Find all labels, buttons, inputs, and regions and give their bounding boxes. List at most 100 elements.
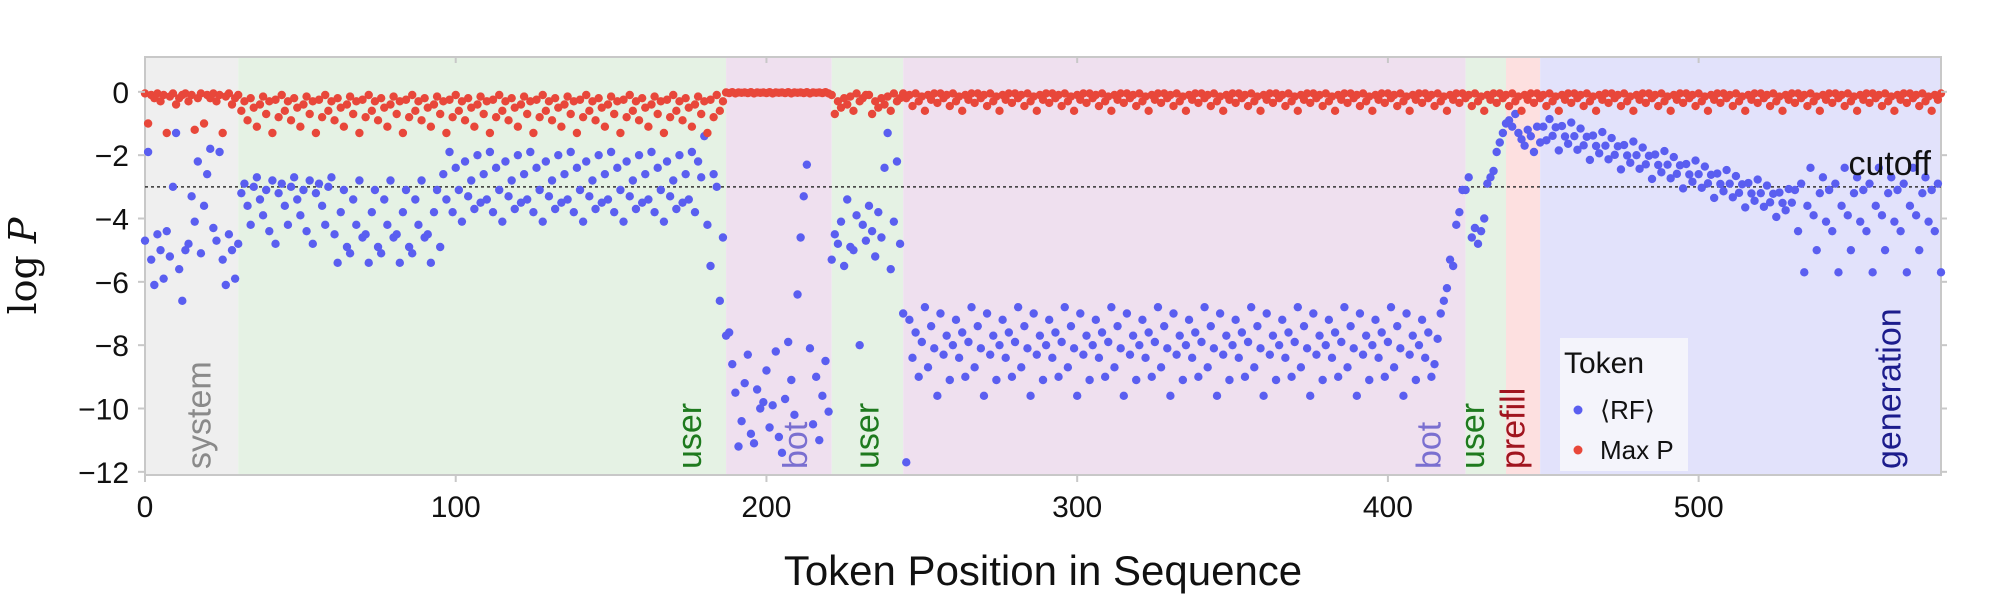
point-rf <box>796 233 805 242</box>
point-rf <box>143 147 153 157</box>
point-max-p <box>625 90 634 100</box>
point-max-p <box>535 112 544 122</box>
point-rf <box>398 207 408 217</box>
point-rf <box>634 150 644 160</box>
point-rf <box>1299 321 1309 331</box>
point-rf <box>171 128 181 138</box>
point-rf <box>1688 177 1697 186</box>
point-rf <box>1809 211 1818 220</box>
point-max-p <box>1486 95 1495 104</box>
point-max-p <box>463 93 473 103</box>
point-rf <box>712 182 721 192</box>
point-max-p <box>1209 89 1219 98</box>
point-rf <box>1725 179 1734 188</box>
point-rf <box>1604 155 1613 164</box>
point-rf <box>780 394 790 404</box>
point-max-p <box>522 109 532 119</box>
point-rf <box>178 296 187 306</box>
point-max-p <box>252 122 262 131</box>
point-max-p <box>1703 106 1713 116</box>
point-max-p <box>582 90 591 100</box>
point-rf <box>1082 331 1091 340</box>
point-rf <box>818 391 827 401</box>
point-rf <box>672 204 681 214</box>
point-rf <box>532 163 541 173</box>
point-rf <box>724 328 734 337</box>
point-rf <box>255 195 265 204</box>
point-max-p <box>280 106 290 116</box>
point-max-p <box>541 106 551 116</box>
point-rf <box>547 176 557 185</box>
point-max-p <box>1784 95 1793 104</box>
point-rf <box>1346 321 1355 331</box>
point-rf <box>190 217 199 226</box>
point-max-p <box>1709 95 1719 104</box>
point-rf <box>1647 174 1657 184</box>
point-rf <box>212 236 221 245</box>
point-rf <box>1846 245 1856 255</box>
point-rf <box>1585 155 1595 165</box>
point-max-p <box>495 90 504 100</box>
point-rf <box>1638 143 1647 152</box>
point-max-p <box>563 92 572 101</box>
point-rf <box>1020 321 1029 331</box>
point-max-p <box>1657 89 1666 98</box>
point-max-p <box>1396 89 1405 98</box>
point-rf <box>939 350 948 359</box>
point-rf <box>1399 391 1408 401</box>
point-rf <box>793 290 802 299</box>
point-rf <box>1713 169 1722 178</box>
point-rf <box>1135 340 1144 350</box>
point-rf <box>883 128 892 138</box>
point-max-p <box>1032 106 1041 116</box>
y-tick-label: −8 <box>95 330 129 363</box>
point-max-p <box>296 122 305 131</box>
point-max-p <box>575 95 585 104</box>
point-rf <box>715 296 725 306</box>
point-rf <box>299 185 308 195</box>
point-max-p <box>1069 106 1079 116</box>
point-rf <box>181 245 190 255</box>
point-rf <box>411 195 420 204</box>
point-max-p <box>880 100 889 109</box>
point-max-p <box>1256 106 1265 116</box>
point-rf <box>622 157 631 166</box>
point-rf <box>408 249 417 258</box>
point-rf <box>355 176 364 185</box>
point-rf <box>302 226 311 236</box>
point-max-p <box>1246 89 1256 98</box>
point-rf <box>280 201 290 211</box>
region-label-user-1: user <box>671 403 709 469</box>
point-max-p <box>920 106 930 116</box>
point-rf <box>734 442 743 451</box>
point-max-p <box>647 100 656 109</box>
point-max-p <box>1181 106 1191 116</box>
point-rf <box>582 157 591 166</box>
point-rf <box>1613 142 1623 151</box>
point-max-p <box>1619 89 1629 98</box>
point-max-p <box>1526 89 1536 98</box>
point-max-p <box>243 116 252 125</box>
point-rf <box>985 350 995 359</box>
point-rf <box>1312 350 1321 359</box>
point-max-p <box>432 92 442 101</box>
point-max-p <box>1753 98 1762 108</box>
point-max-p <box>321 90 330 100</box>
point-max-p <box>1020 101 1029 111</box>
point-rf <box>1567 118 1576 127</box>
point-max-p <box>637 93 647 103</box>
point-rf <box>485 147 495 157</box>
point-rf <box>808 420 818 429</box>
point-rf <box>162 226 171 236</box>
point-rf <box>479 169 488 179</box>
point-max-p <box>1132 101 1141 111</box>
point-max-p <box>1616 101 1626 111</box>
point-max-p <box>871 97 880 106</box>
point-max-p <box>386 100 395 109</box>
point-rf <box>1741 203 1750 212</box>
point-rf <box>1803 201 1812 211</box>
point-rf <box>575 185 585 195</box>
point-rf <box>892 157 902 166</box>
point-max-p <box>479 109 488 119</box>
point-rf <box>1554 146 1564 155</box>
